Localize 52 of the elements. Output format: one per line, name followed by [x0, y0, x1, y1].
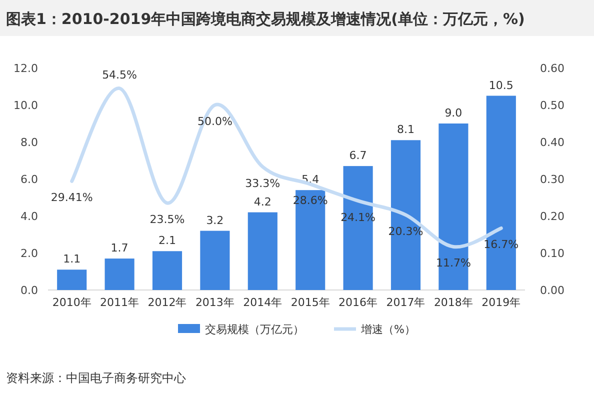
data-label: 3.2	[206, 214, 224, 227]
data-label: 6.7	[349, 149, 367, 162]
data-label: 29.41%	[50, 191, 93, 204]
chart-title: 图表1：2010-2019年中国跨境电商交易规模及增速情况(单位：万亿元，%)	[6, 10, 525, 28]
data-label: 1.1	[63, 252, 81, 266]
legend-label: 交易规模（万亿元）	[205, 323, 304, 336]
data-label: 2.1	[158, 234, 176, 248]
bar	[438, 124, 468, 290]
x-tick-label: 2017年	[386, 296, 426, 309]
data-label: 10.5	[488, 78, 514, 92]
y2-tick-label: 0.40	[540, 136, 564, 149]
y2-tick-label: 0.10	[540, 247, 564, 260]
y2-tick-label: 0.00	[540, 284, 564, 297]
bar	[248, 212, 278, 290]
x-tick-label: 2016年	[338, 296, 378, 309]
data-label: 54.5%	[102, 68, 138, 82]
data-label: 4.2	[254, 195, 272, 208]
bar	[390, 140, 421, 290]
x-tick-label: 2010年	[52, 296, 92, 309]
y-tick-label: 0.0	[20, 284, 38, 297]
data-label: 9.0	[444, 106, 462, 120]
x-tick-label: 2013年	[195, 296, 234, 309]
bar	[152, 251, 182, 290]
y2-tick-label: 0.20	[540, 210, 564, 223]
y-tick-label: 8.0	[20, 136, 38, 149]
y2-tick-label: 0.60	[540, 62, 564, 75]
x-tick-label: 2011年	[100, 296, 140, 309]
data-label: 50.0%	[197, 115, 232, 128]
y-tick-label: 2.0	[20, 247, 38, 260]
x-tick-label: 2015年	[290, 296, 330, 309]
x-tick-label: 2012年	[148, 296, 187, 309]
y2-tick-label: 0.30	[540, 173, 564, 186]
text: 资料来源：中国电子商务研究中心	[6, 371, 186, 385]
x-tick-label: 2018年	[434, 296, 473, 309]
x-tick-label: 2019年	[482, 296, 521, 309]
bar	[104, 258, 134, 290]
y2-tick-label: 0.50	[540, 99, 564, 112]
data-label: 23.5%	[150, 213, 185, 226]
data-label: 1.7	[110, 242, 128, 255]
y-tick-label: 6.0	[20, 173, 38, 186]
bar	[57, 270, 87, 290]
data-label: 8.1	[397, 123, 414, 136]
y-tick-label: 4.0	[20, 210, 38, 223]
bar	[200, 230, 230, 290]
x-tick-label: 2014年	[243, 296, 282, 309]
data-label: 33.3%	[245, 176, 280, 190]
bar	[296, 190, 326, 290]
y-tick-label: 12.0	[14, 62, 38, 75]
y-tick-label: 10.0	[14, 99, 38, 112]
bar	[343, 166, 373, 290]
bar	[486, 96, 516, 290]
legend-label: 增速（%）	[360, 323, 416, 336]
